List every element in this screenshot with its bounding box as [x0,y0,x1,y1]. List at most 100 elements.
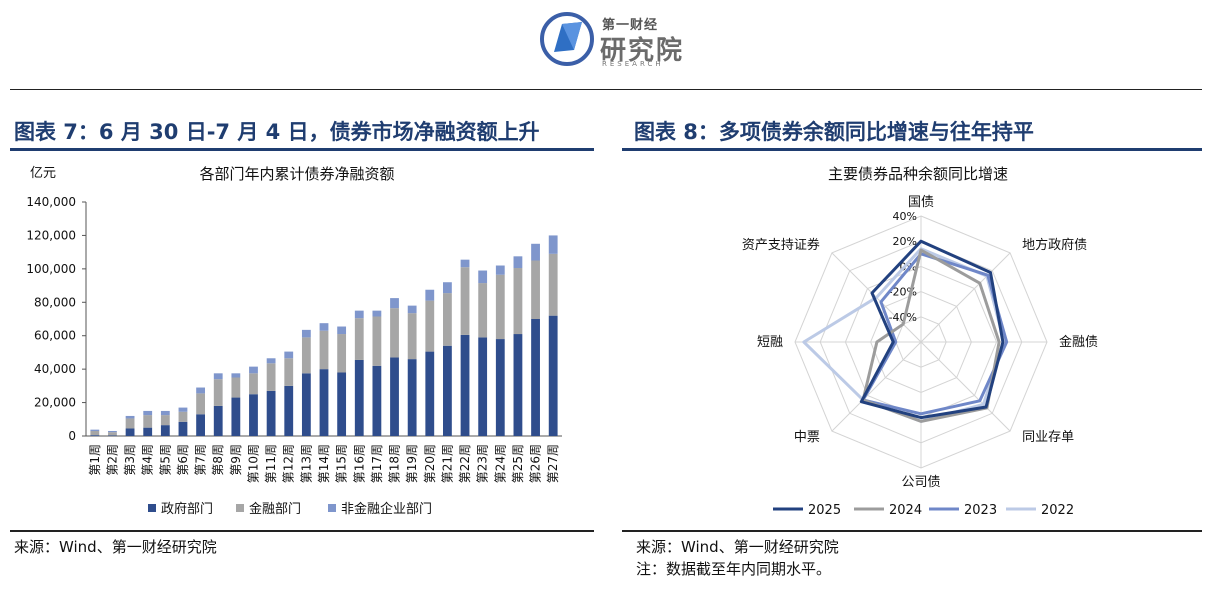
bar-segment-government [196,414,205,436]
radar-spoke [920,341,1011,432]
bar-segment-nonfinancial [301,329,311,338]
bar-y-tick-label: 20,000 [34,396,76,410]
bar-segment-government [301,373,311,436]
bar-segment-nonfinancial [231,373,241,378]
bar-segment-nonfinancial [495,265,505,275]
bar-segment-financial [178,411,188,422]
bar-segment-nonfinancial [90,429,100,431]
bar-segment-government [266,390,276,436]
bar-segment-financial [495,274,505,340]
bar-segment-nonfinancial [478,270,488,284]
bar-legend-swatch [148,504,156,512]
bar-segment-financial [249,373,258,395]
logo-big-text: 研究院 [600,36,685,66]
bar-segment-government [354,359,364,436]
bar-segment-nonfinancial [125,415,135,419]
radar-axis-label: 公司债 [901,475,940,490]
bar-segment-financial [337,334,347,373]
bar-x-tick-label: 第23周 [476,444,490,483]
bar-segment-government [372,365,382,436]
radar-r-tick-label: -40% [889,311,917,324]
bar-segment-government [425,351,435,436]
bar-segment-government [407,359,417,436]
left-figure-title: 图表 7：6 月 30 日-7 月 4 日，债券市场净融资额上升 [14,120,540,144]
bar-x-tick-label: 第2周 [105,444,119,476]
bar-segment-nonfinancial [108,430,117,433]
bar-x-tick-label: 第12周 [282,444,296,483]
bar-x-tick-label: 第26周 [529,444,543,483]
bar-segment-financial [160,415,170,426]
bar-segment-financial [108,432,117,436]
header-divider [10,89,1202,90]
bar-x-tick-label: 第21周 [440,444,454,483]
bar-segment-nonfinancial [443,282,452,294]
left-source: 来源：Wind、第一财经研究院 [14,538,217,556]
radar-axis-label: 中票 [794,430,820,445]
bar-chart-title: 各部门年内累计债券净融资额 [199,165,394,183]
bar-segment-financial [143,415,153,428]
radar-series-2025 [859,239,1005,420]
bar-x-tick-label: 第16周 [352,444,366,483]
radar-r-tick-label: 40% [893,210,917,223]
bar-segment-government [319,369,329,436]
bar-segment-nonfinancial [407,305,417,314]
bar-segment-financial [425,300,435,352]
radar-axis-label: 金融债 [1059,334,1098,350]
bar-segment-government [390,357,399,436]
logo-small-text: 第一财经 [602,18,659,33]
radar-chart: 主要债券品种余额同比增速 40%20%0%-20%-40% 国债地方政府债金融债… [742,165,1098,518]
bar-x-tick-label: 第6周 [176,444,190,476]
radar-r-tick-label: 20% [893,235,917,248]
bar-segment-nonfinancial [319,323,329,331]
bar-y-tick-label: 0 [68,429,76,443]
bar-x-tick-label: 第11周 [264,444,278,483]
bar-segment-nonfinancial [160,410,170,416]
bar-x-tick-label: 第8周 [211,444,225,476]
left-bottom-rule [10,530,594,532]
bar-segment-financial [319,330,329,370]
bar-legend-label: 金融部门 [249,501,301,517]
bar-segment-financial [407,313,417,360]
bar-segment-nonfinancial [284,351,294,359]
bar-segment-government [213,405,223,436]
bar-x-tick-label: 第17周 [370,444,384,483]
bar-x-tick-label: 第20周 [423,444,437,483]
bar-segment-financial [478,283,488,338]
right-source: 来源：Wind、第一财经研究院 [636,538,839,556]
bar-chart-ylabel: 亿元 [30,166,56,181]
bar-x-tick-label: 第22周 [458,444,472,483]
bar-segment-government [90,435,100,436]
bar-segment-government [337,372,347,436]
right-title-rule [622,148,1202,151]
bar-y-tick-label: 60,000 [34,329,76,343]
bar-x-tick-label: 第27周 [546,444,560,483]
bar-chart: 各部门年内累计债券净融资额 亿元 0 20,000 40,000 60,000 80,0… [26,165,562,517]
left-title-rule [10,148,594,151]
bar-y-tick-label: 120,000 [26,228,76,242]
bar-y-tick-label: 100,000 [26,262,76,276]
bar-x-tick-label: 第10周 [246,444,260,483]
radar-axis-label: 短融 [757,335,783,350]
logo-sub-text: RESEARCH [602,60,664,68]
bar-x-tick-label: 第25周 [511,444,525,483]
bar-segment-government [443,345,452,436]
right-figure-title: 图表 8：多项债券余额同比增速与往年持平 [634,120,1034,144]
bar-segment-financial [513,268,523,335]
bar-segment-nonfinancial [425,289,435,301]
bar-legend-swatch [236,504,244,512]
bar-segment-government [125,428,135,436]
bar-segment-government [143,427,153,436]
bar-x-tick-label: 第5周 [158,444,172,476]
bar-segment-nonfinancial [143,410,153,416]
bar-x-tick-label: 第4周 [141,444,155,476]
radar-series-2024 [861,248,1001,423]
radar-legend-label: 2023 [964,503,997,518]
radar-axis-label: 资产支持证券 [742,237,820,253]
bar-legend-label: 政府部门 [161,502,213,517]
bar-segment-financial [390,308,399,358]
bar-segment-nonfinancial [390,298,399,309]
bar-x-tick-label: 第19周 [405,444,419,483]
bar-segment-financial [301,337,311,374]
bar-segment-financial [231,377,241,398]
bar-segment-government [478,337,488,436]
